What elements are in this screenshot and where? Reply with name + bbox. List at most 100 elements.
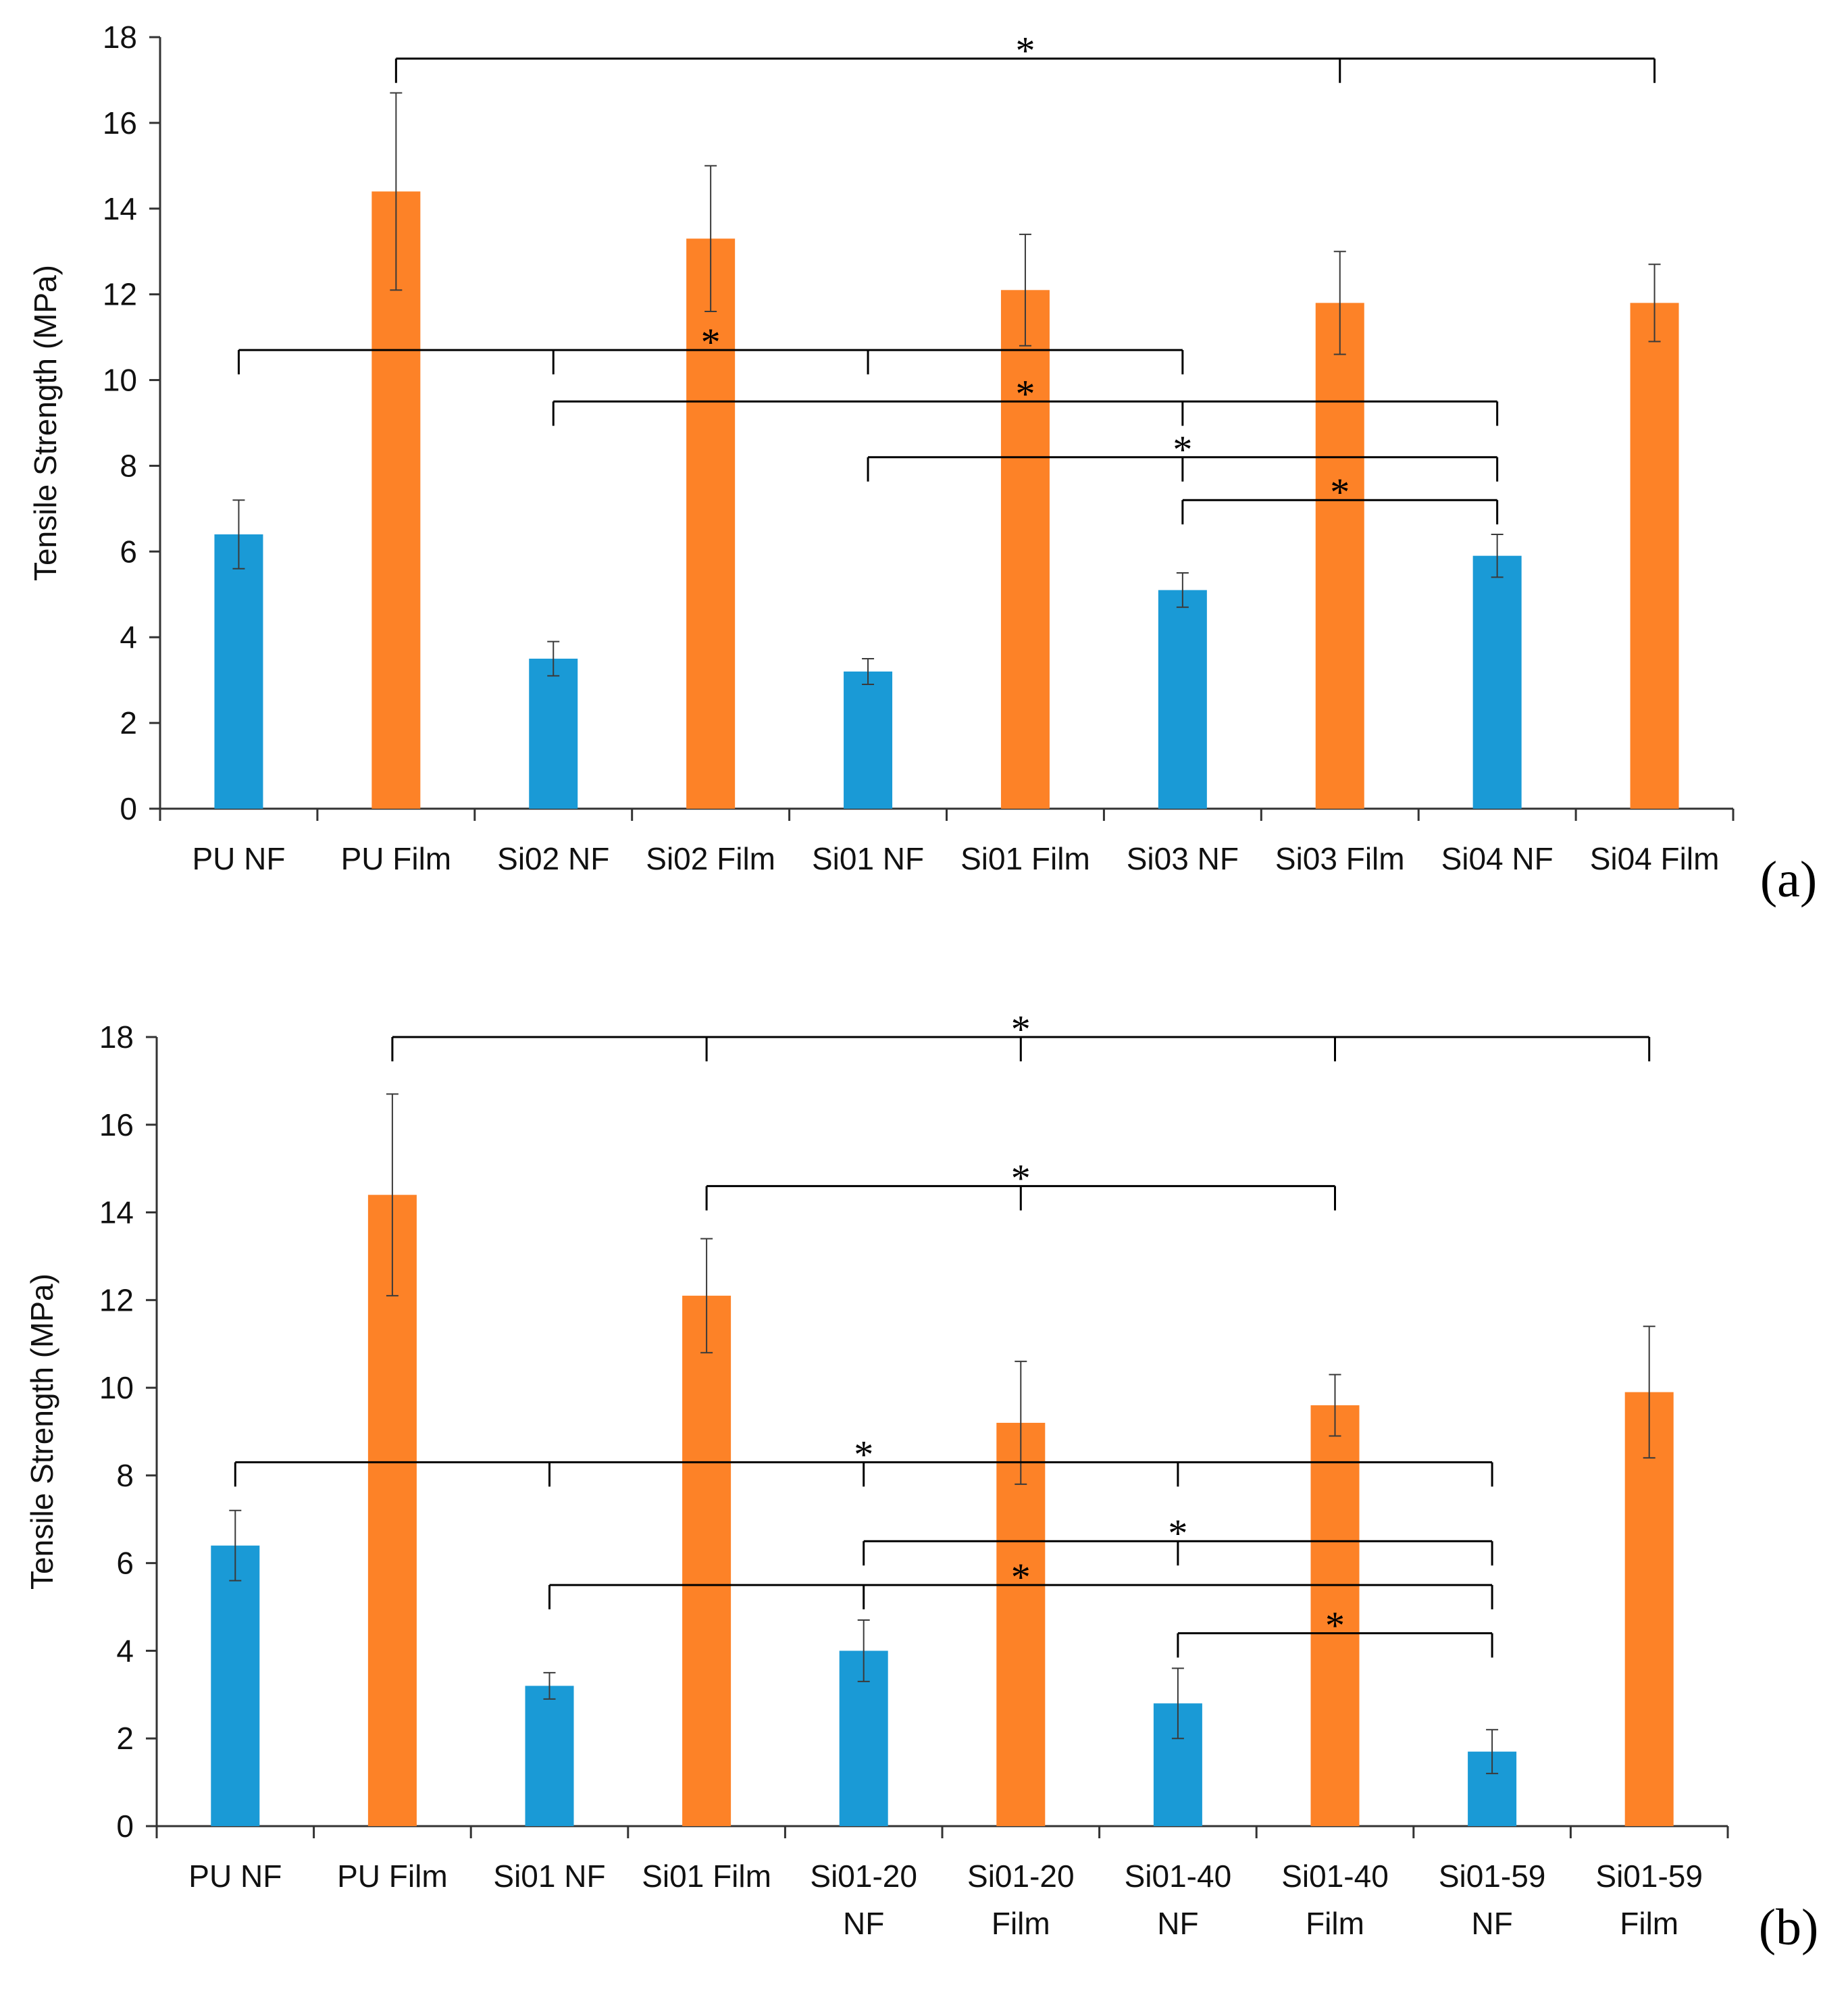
- x-category-label: Si01 Film: [960, 841, 1090, 876]
- error-bar: [700, 1238, 713, 1354]
- error-bar: [229, 1509, 242, 1582]
- bar-nf: [214, 534, 263, 809]
- panel-label: (b): [1759, 1899, 1819, 1956]
- x-category-label: PU NF: [192, 841, 285, 876]
- y-axis-title: Tensile Strength (MPa): [24, 1273, 59, 1590]
- error-bar: [862, 657, 875, 686]
- error-bar: [547, 640, 560, 677]
- bar-nf: [211, 1545, 260, 1826]
- significance-bracket: *: [1177, 1603, 1493, 1658]
- significance-star: *: [1015, 372, 1035, 415]
- bar-film: [371, 191, 421, 809]
- bar-film: [367, 1194, 417, 1826]
- x-category-label: NF: [1157, 1906, 1198, 1941]
- bar-film: [1310, 1405, 1360, 1826]
- bar-nf: [1158, 590, 1207, 809]
- panel-label: (a): [1760, 851, 1817, 908]
- y-tick-label: 4: [120, 620, 137, 655]
- error-bar: [543, 1671, 556, 1700]
- error-bar: [1486, 1729, 1499, 1775]
- bar-film: [1315, 303, 1364, 809]
- error-bar: [1176, 572, 1189, 608]
- y-tick-label: 8: [120, 448, 137, 483]
- x-category-label: NF: [843, 1906, 884, 1941]
- y-tick-label: 6: [120, 534, 137, 569]
- error-bar: [390, 92, 403, 291]
- error-bar: [704, 165, 717, 313]
- significance-star: *: [1325, 1603, 1345, 1647]
- x-category-label: Film: [1620, 1906, 1678, 1941]
- bar-film: [1624, 1392, 1674, 1826]
- significance-star: *: [1015, 29, 1035, 73]
- y-tick-label: 6: [116, 1546, 134, 1581]
- error-bar: [857, 1619, 870, 1682]
- error-bar: [1648, 263, 1661, 343]
- x-category-label: Si01-59: [1439, 1859, 1546, 1894]
- x-category-label: Si04 NF: [1441, 841, 1554, 876]
- bar-nf: [525, 1686, 574, 1826]
- significance-star: *: [701, 320, 721, 364]
- bar-film: [996, 1423, 1046, 1826]
- x-category-label: PU NF: [188, 1859, 282, 1894]
- x-category-label: Si02 NF: [497, 841, 609, 876]
- error-bar: [1643, 1326, 1656, 1459]
- x-category-label: Si01 NF: [812, 841, 924, 876]
- significance-star: *: [1173, 428, 1192, 472]
- significance-star: *: [1330, 470, 1350, 514]
- y-tick-label: 12: [103, 277, 137, 312]
- error-bar: [1329, 1373, 1341, 1437]
- bar-film: [686, 238, 736, 809]
- y-axis-title: Tensile Strength (MPa): [28, 265, 63, 581]
- y-tick-label: 18: [103, 20, 137, 55]
- x-category-label: Si01 NF: [493, 1859, 605, 1894]
- significance-bracket: *: [552, 372, 1499, 426]
- x-category-label: Si02 Film: [646, 841, 775, 876]
- x-category-label: Si01-20: [810, 1859, 917, 1894]
- y-tick-label: 16: [103, 105, 137, 141]
- x-category-label: Si01-59: [1595, 1859, 1703, 1894]
- y-tick-label: 8: [116, 1458, 134, 1493]
- significance-star: *: [1168, 1511, 1187, 1555]
- chart-panel-a: 0 2 4 6 8 10 12 14 16 18 PU NF PU Film Si02 NF Si02 F…: [28, 20, 1817, 908]
- x-category-label: Si01-40: [1281, 1859, 1389, 1894]
- y-tick-label: 10: [103, 363, 137, 398]
- significance-bracket: *: [394, 29, 1656, 83]
- significance-bracket: *: [234, 1432, 1493, 1487]
- y-tick-label: 12: [99, 1282, 134, 1317]
- x-category-label: NF: [1471, 1906, 1512, 1941]
- bar-nf: [529, 658, 578, 809]
- bar-film: [1630, 303, 1679, 809]
- y-tick-label: 10: [99, 1370, 134, 1405]
- y-tick-label: 0: [116, 1809, 134, 1844]
- significance-star: *: [1011, 1555, 1031, 1599]
- x-category-label: Si01-40: [1125, 1859, 1232, 1894]
- significance-star: *: [1011, 1157, 1031, 1201]
- y-tick-label: 14: [103, 191, 137, 226]
- x-category-label: Si03 NF: [1127, 841, 1239, 876]
- significance-star: *: [1011, 1007, 1031, 1051]
- y-tick-label: 0: [120, 791, 137, 826]
- significance-bracket: *: [867, 428, 1499, 482]
- error-bar: [386, 1093, 399, 1296]
- error-bar: [1171, 1667, 1184, 1740]
- significance-bracket: *: [863, 1511, 1493, 1566]
- y-tick-label: 16: [99, 1107, 134, 1142]
- error-bar: [1491, 533, 1504, 578]
- x-category-label: PU Film: [337, 1859, 448, 1894]
- x-category-label: Si03 Film: [1275, 841, 1405, 876]
- x-category-label: Film: [992, 1906, 1050, 1941]
- bar-film: [682, 1295, 732, 1826]
- y-tick-label: 4: [116, 1633, 134, 1668]
- y-tick-label: 2: [120, 705, 137, 740]
- x-category-label: Film: [1306, 1906, 1364, 1941]
- significance-bracket: *: [705, 1157, 1336, 1211]
- error-bar: [232, 499, 245, 570]
- significance-bracket: *: [548, 1555, 1493, 1610]
- x-category-label: Si04 Film: [1590, 841, 1720, 876]
- y-tick-label: 18: [99, 1019, 134, 1055]
- bar-nf: [1472, 555, 1522, 809]
- bar-nf: [844, 671, 893, 809]
- error-bar: [1015, 1361, 1027, 1485]
- significance-star: *: [854, 1432, 873, 1476]
